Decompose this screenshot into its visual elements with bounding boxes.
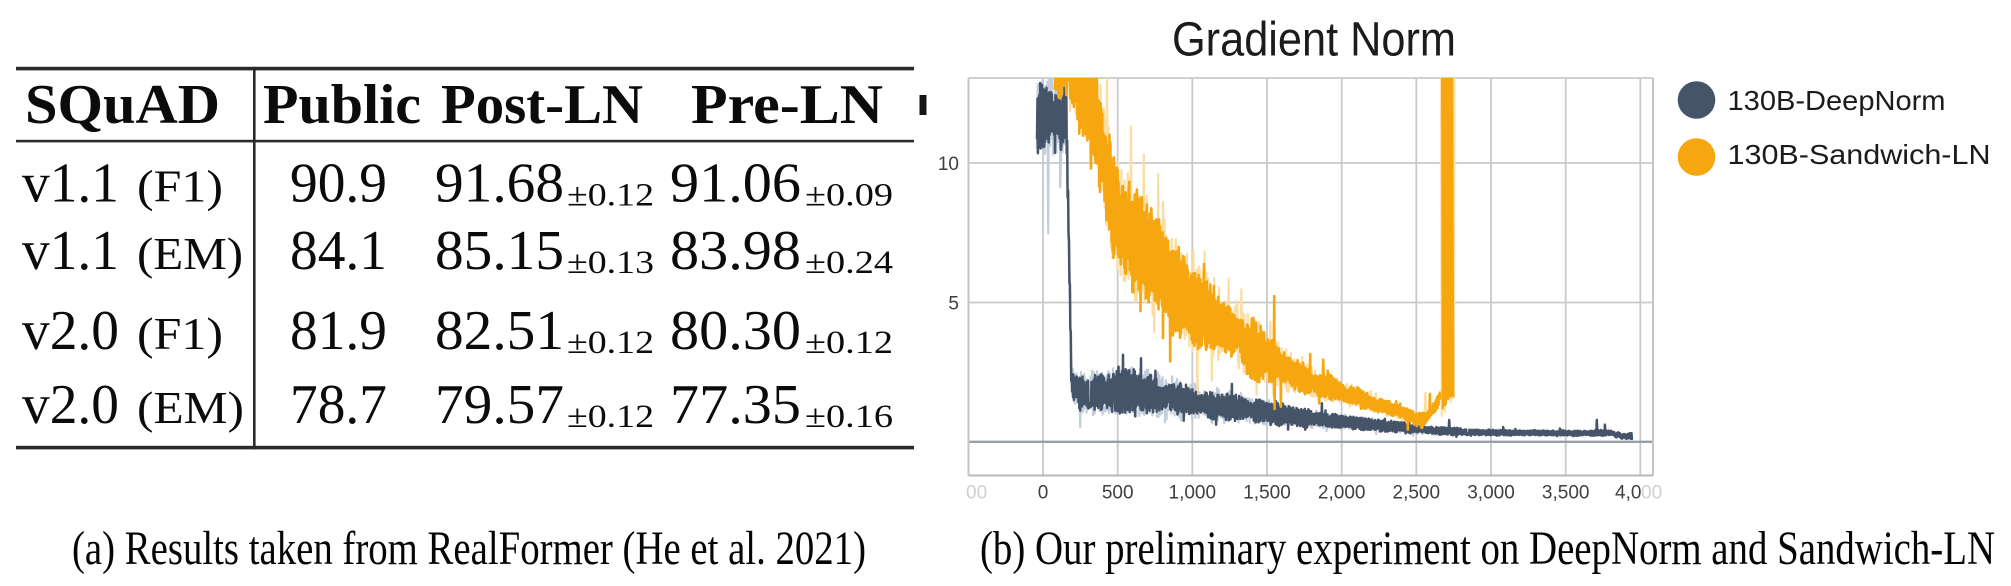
svg-text:v1.1: v1.1 (22, 152, 119, 214)
svg-text:±0.12: ±0.12 (805, 325, 893, 361)
svg-text:0: 0 (1038, 483, 1049, 504)
svg-text:83.98: 83.98 (670, 220, 801, 282)
svg-text:3,000: 3,000 (1467, 483, 1515, 504)
svg-text:(b) Our preliminary experiment: (b) Our preliminary experiment on DeepNo… (980, 522, 1995, 575)
svg-text:±0.24: ±0.24 (805, 245, 893, 281)
svg-text:±0.13: ±0.13 (567, 245, 654, 281)
svg-text:2,500: 2,500 (1393, 483, 1441, 504)
svg-text:v2.0: v2.0 (22, 374, 119, 436)
svg-text:(F1): (F1) (137, 308, 223, 359)
svg-text:SQuAD: SQuAD (25, 74, 220, 136)
svg-text:Pre-LN: Pre-LN (691, 74, 883, 136)
svg-text:90.9: 90.9 (290, 152, 387, 214)
svg-text:85.15: 85.15 (435, 220, 564, 282)
svg-text:Public: Public (263, 74, 421, 136)
svg-text:Gradient Norm: Gradient Norm (1172, 14, 1456, 67)
svg-text:130B-Sandwich-LN: 130B-Sandwich-LN (1728, 139, 1991, 170)
svg-text:Post-LN: Post-LN (441, 74, 643, 136)
svg-text:±0.16: ±0.16 (805, 399, 893, 435)
svg-text:4,0: 4,0 (1615, 483, 1641, 504)
svg-text:(a) Results taken from RealFor: (a) Results taken from RealFormer (He et… (72, 522, 866, 575)
svg-text:2,000: 2,000 (1318, 483, 1366, 504)
svg-text:500: 500 (1102, 483, 1134, 504)
svg-text:±0.12: ±0.12 (567, 177, 654, 213)
svg-text:±0.12: ±0.12 (567, 325, 654, 361)
svg-text:130B-DeepNorm: 130B-DeepNorm (1728, 85, 1946, 116)
svg-text:v2.0: v2.0 (22, 300, 119, 362)
svg-text:91.06: 91.06 (670, 152, 801, 214)
svg-text:00: 00 (1641, 483, 1662, 504)
svg-text:(EM): (EM) (137, 228, 243, 279)
svg-text:00: 00 (966, 483, 987, 504)
svg-text:91.68: 91.68 (435, 152, 564, 214)
svg-text:80.30: 80.30 (670, 300, 801, 362)
svg-text:±0.12: ±0.12 (567, 399, 654, 435)
svg-text:79.57: 79.57 (435, 374, 564, 436)
svg-text:81.9: 81.9 (290, 300, 387, 362)
svg-text:82.51: 82.51 (435, 300, 564, 362)
svg-text:(F1): (F1) (137, 160, 223, 211)
svg-text:78.7: 78.7 (290, 374, 387, 436)
svg-text:1,500: 1,500 (1243, 483, 1291, 504)
svg-text:(EM): (EM) (137, 382, 244, 433)
svg-text:77.35: 77.35 (670, 374, 801, 436)
svg-text:±0.09: ±0.09 (805, 177, 893, 213)
svg-text:10: 10 (938, 154, 959, 175)
svg-text:v1.1: v1.1 (22, 220, 119, 282)
svg-text:84.1: 84.1 (290, 220, 387, 282)
svg-text:3,500: 3,500 (1542, 483, 1590, 504)
svg-text:5: 5 (948, 293, 959, 314)
svg-text:1,000: 1,000 (1169, 483, 1217, 504)
